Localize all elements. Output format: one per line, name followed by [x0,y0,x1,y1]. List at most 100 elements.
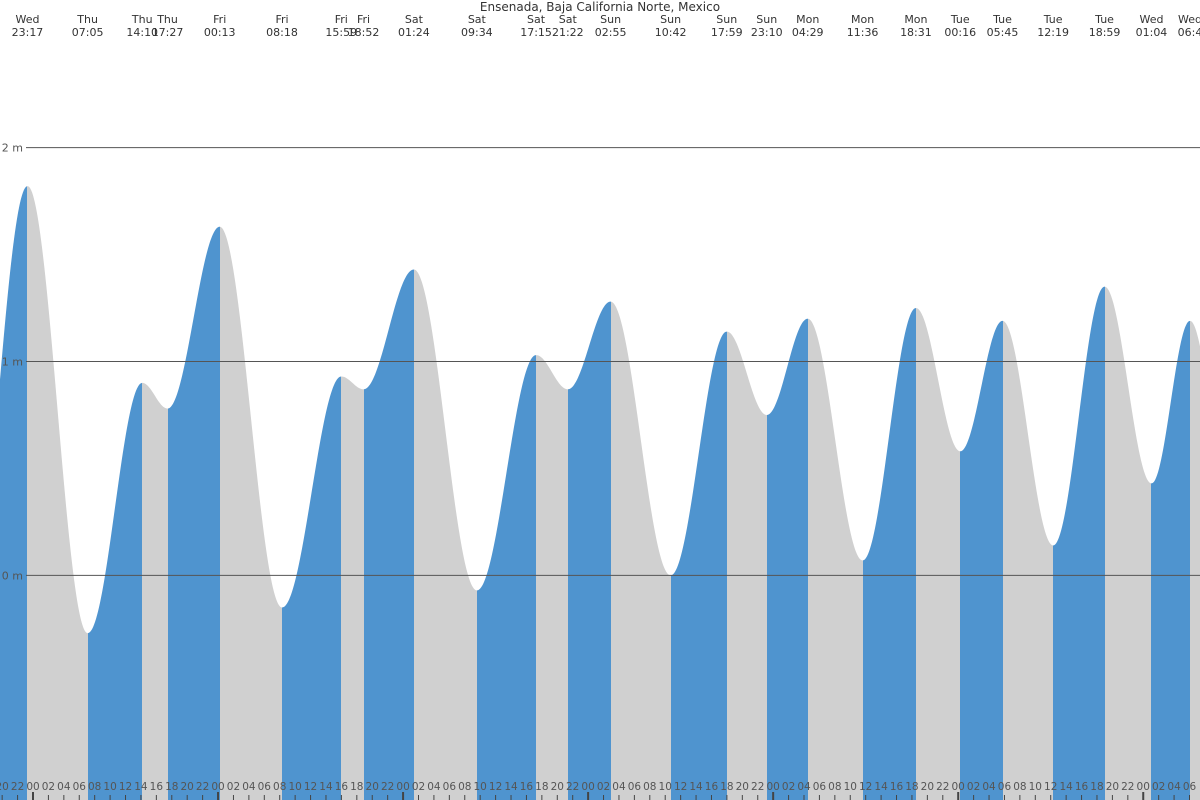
hour-label: 12 [674,781,687,793]
hour-label: 16 [335,781,349,793]
hour-label: 20 [551,781,564,793]
hour-label: 18 [350,781,363,793]
falling-tide [27,186,88,800]
hour-label: 16 [705,781,719,793]
hour-label: 20 [181,781,194,793]
extreme-day: Thu [131,13,153,26]
hour-label: 04 [612,781,626,793]
falling-tide [727,331,767,800]
extreme-day: Thu [76,13,98,26]
hour-label: 16 [150,781,164,793]
falling-tide [536,355,568,800]
hour-label: 00 [26,781,39,793]
rising-tide [863,308,916,800]
hour-label: 06 [1183,781,1197,793]
extreme-time: 15:59 [325,26,357,39]
rising-tide [767,318,808,800]
hour-label: 04 [242,781,256,793]
extreme-day: Fri [357,13,370,26]
extreme-day: Tue [1094,13,1114,26]
rising-tide [477,355,536,800]
rising-tide [671,331,727,800]
extreme-day: Wed [1139,13,1163,26]
hour-label: 00 [1137,781,1150,793]
hour-label: 00 [581,781,594,793]
extreme-day: Fri [335,13,348,26]
extreme-day: Tue [1043,13,1063,26]
falling-tide [1003,320,1053,800]
hour-label: 00 [211,781,224,793]
hour-label: 10 [659,781,672,793]
hour-label: 12 [489,781,502,793]
hour-label: 04 [797,781,811,793]
extreme-day: Thu [156,13,178,26]
hour-label: 00 [766,781,779,793]
hour-label: 04 [57,781,71,793]
hour-label: 06 [998,781,1012,793]
extreme-day: Tue [950,13,970,26]
hour-label: 12 [304,781,317,793]
falling-tide [1190,320,1200,800]
falling-tide [611,301,671,800]
extreme-day: Tue [992,13,1012,26]
hour-label: 02 [412,781,425,793]
hour-label: 08 [458,781,471,793]
hour-label: 18 [535,781,548,793]
falling-tide [916,308,960,800]
extreme-time: 00:16 [944,26,976,39]
hour-label: 14 [1059,781,1073,793]
hour-label: 18 [720,781,733,793]
extreme-time: 00:13 [204,26,236,39]
hour-label: 10 [288,781,301,793]
extreme-day: Mon [796,13,819,26]
hour-label: 12 [859,781,872,793]
y-tick-label: 0 m [2,569,23,582]
falling-tide [808,318,863,800]
rising-tide [1053,286,1105,800]
extreme-time: 23:10 [751,26,783,39]
hour-label: 20 [736,781,749,793]
hour-label: 06 [73,781,87,793]
hour-label: 08 [1013,781,1026,793]
extreme-day: Sun [756,13,777,26]
hour-label: 06 [443,781,457,793]
extreme-time: 18:31 [900,26,932,39]
extreme-time: 05:45 [987,26,1019,39]
hour-label: 00 [952,781,965,793]
hour-label: 10 [1029,781,1042,793]
hour-label: 20 [921,781,934,793]
hour-label: 18 [905,781,918,793]
hour-label: 08 [643,781,656,793]
hour-label: 06 [258,781,272,793]
extreme-time: 07:05 [72,26,104,39]
extreme-time: 18:59 [1089,26,1121,39]
extreme-time: 06:4 [1178,26,1200,39]
extreme-time: 01:24 [398,26,430,39]
rising-tide [0,186,27,800]
hour-label: 08 [828,781,841,793]
extreme-day: Wed [15,13,39,26]
hour-label: 22 [196,781,209,793]
extreme-day: Sun [716,13,737,26]
hour-label: 20 [366,781,379,793]
chart-title: Ensenada, Baja California Norte, Mexico [480,0,720,14]
hour-label: 04 [982,781,996,793]
extreme-time: 10:42 [655,26,687,39]
hour-label: 16 [520,781,534,793]
extreme-time: 18:52 [348,26,380,39]
hour-label: 14 [134,781,148,793]
extreme-time: 09:34 [461,26,493,39]
hour-label: 02 [1152,781,1165,793]
extreme-day: Fri [213,13,226,26]
extreme-time: 23:17 [12,26,44,39]
extreme-day: Sat [559,13,578,26]
hour-label: 06 [813,781,827,793]
hour-label: 18 [1090,781,1103,793]
hour-label: 22 [566,781,579,793]
hour-label: 16 [890,781,904,793]
falling-tide [341,376,364,800]
extreme-time: 11:36 [847,26,879,39]
hour-label: 22 [936,781,949,793]
extreme-day: Sat [405,13,424,26]
